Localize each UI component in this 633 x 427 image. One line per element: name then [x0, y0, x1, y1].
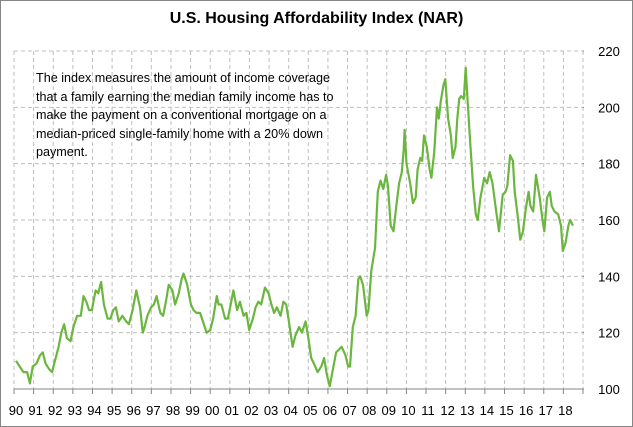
x-tick-label: 13 [460, 403, 474, 418]
x-tick-label: 08 [362, 403, 376, 418]
y-tick-label: 200 [598, 100, 620, 115]
x-tick-label: 06 [323, 403, 337, 418]
x-tick-label: 99 [185, 403, 199, 418]
x-tick-label: 12 [440, 403, 454, 418]
x-tick-label: 96 [126, 403, 140, 418]
x-tick-label: 90 [9, 403, 23, 418]
x-tick-label: 00 [205, 403, 219, 418]
x-tick-label: 07 [342, 403, 356, 418]
y-tick-label: 140 [598, 269, 620, 284]
y-tick-label: 160 [598, 213, 620, 228]
chart-annotation: The index measures the amount of income … [36, 71, 334, 160]
x-tick-label: 16 [519, 403, 533, 418]
x-tick-label: 17 [539, 403, 553, 418]
x-tick-label: 10 [401, 403, 415, 418]
x-tick-label: 92 [48, 403, 62, 418]
x-tick-label: 05 [303, 403, 317, 418]
chart-title: U.S. Housing Affordability Index (NAR) [169, 10, 464, 27]
y-tick-labels: 100 120 140 160 180 200 220 [598, 44, 620, 397]
x-tick-label: 14 [480, 403, 494, 418]
x-tick-label: 04 [283, 403, 297, 418]
x-tick-label: 01 [225, 403, 239, 418]
x-tick-label: 09 [382, 403, 396, 418]
y-tick-label: 220 [598, 44, 620, 59]
x-tick-label: 97 [146, 403, 160, 418]
x-tick-labels: 90 91 92 93 94 95 96 97 98 99 00 01 02 03 04 05 06 07 08 09… [9, 403, 573, 418]
x-tick-label: 18 [558, 403, 572, 418]
y-tick-label: 100 [598, 382, 620, 397]
series-layer [15, 66, 574, 388]
x-tick-label: 91 [28, 403, 42, 418]
x-tick-label: 15 [499, 403, 513, 418]
y-tick-label: 120 [598, 326, 620, 341]
series-line [15, 66, 574, 388]
x-tick-label: 98 [166, 403, 180, 418]
x-tick-label: 95 [107, 403, 121, 418]
x-tick-label: 03 [264, 403, 278, 418]
x-tick-label: 02 [244, 403, 258, 418]
x-tick-label: 11 [421, 403, 435, 418]
y-tick-label: 180 [598, 157, 620, 172]
axes [13, 50, 584, 394]
x-tick-label: 93 [68, 403, 82, 418]
x-tick-label: 94 [87, 403, 101, 418]
